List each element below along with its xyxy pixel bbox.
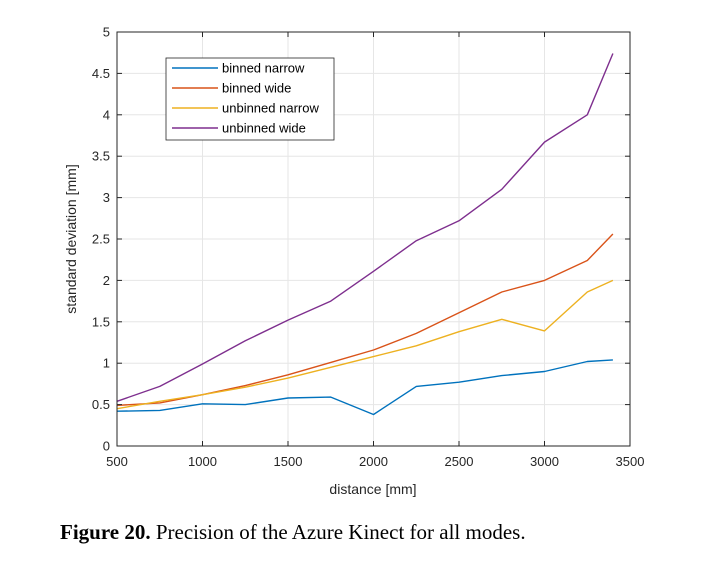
y-tick-label: 2.5: [92, 232, 110, 247]
x-tick-label: 500: [106, 454, 128, 469]
y-tick-label: 0.5: [92, 397, 110, 412]
x-tick-label: 1000: [188, 454, 217, 469]
y-tick-label: 3: [103, 190, 110, 205]
y-tick-label: 4.5: [92, 66, 110, 81]
legend: binned narrow binned wide unbinned narrow u…: [165, 57, 335, 141]
legend-box: [165, 57, 335, 141]
line-chart: 500 1000 1500 2000 2500 3000 3500 0 0.5 1 1.5 2 2.5 3…: [63, 25, 645, 498]
legend-label-binned-narrow: binned narrow: [222, 61, 305, 76]
x-tick-label: 3500: [616, 454, 645, 469]
legend-label-unbinned-narrow: unbinned narrow: [222, 101, 319, 116]
y-tick-label: 5: [103, 25, 110, 40]
series-lines: [116, 53, 614, 416]
series-line-unbinned-wide: [116, 53, 614, 402]
caption-text: Precision of the Azure Kinect for all mo…: [150, 520, 526, 544]
x-tick-label: 2000: [359, 454, 388, 469]
x-tick-label: 3000: [530, 454, 559, 469]
x-tick-label: 2500: [445, 454, 474, 469]
series-line-unbinned-narrow: [116, 279, 614, 410]
y-tick-label: 4: [103, 107, 110, 122]
series-line-binned-narrow: [116, 359, 613, 416]
y-tick-label: 2: [103, 273, 110, 288]
axis-ticks: 500 1000 1500 2000 2500 3000 3500 0 0.5 1 1.5 2 2.5 3…: [92, 25, 645, 470]
caption-label: Figure 20.: [60, 520, 151, 544]
x-tick-label: 1500: [274, 454, 303, 469]
y-tick-label: 0: [103, 439, 110, 454]
y-tick-label: 3.5: [92, 149, 110, 164]
x-axis-title: distance [mm]: [329, 481, 416, 497]
y-axis-title: standard deviation [mm]: [63, 164, 79, 313]
figure-caption: Figure 20. Precision of the Azure Kinect…: [60, 520, 700, 545]
y-tick-label: 1: [103, 356, 110, 371]
y-tick-label: 1.5: [92, 314, 110, 329]
legend-label-binned-wide: binned wide: [222, 81, 291, 96]
legend-label-unbinned-wide: unbinned wide: [222, 121, 306, 136]
